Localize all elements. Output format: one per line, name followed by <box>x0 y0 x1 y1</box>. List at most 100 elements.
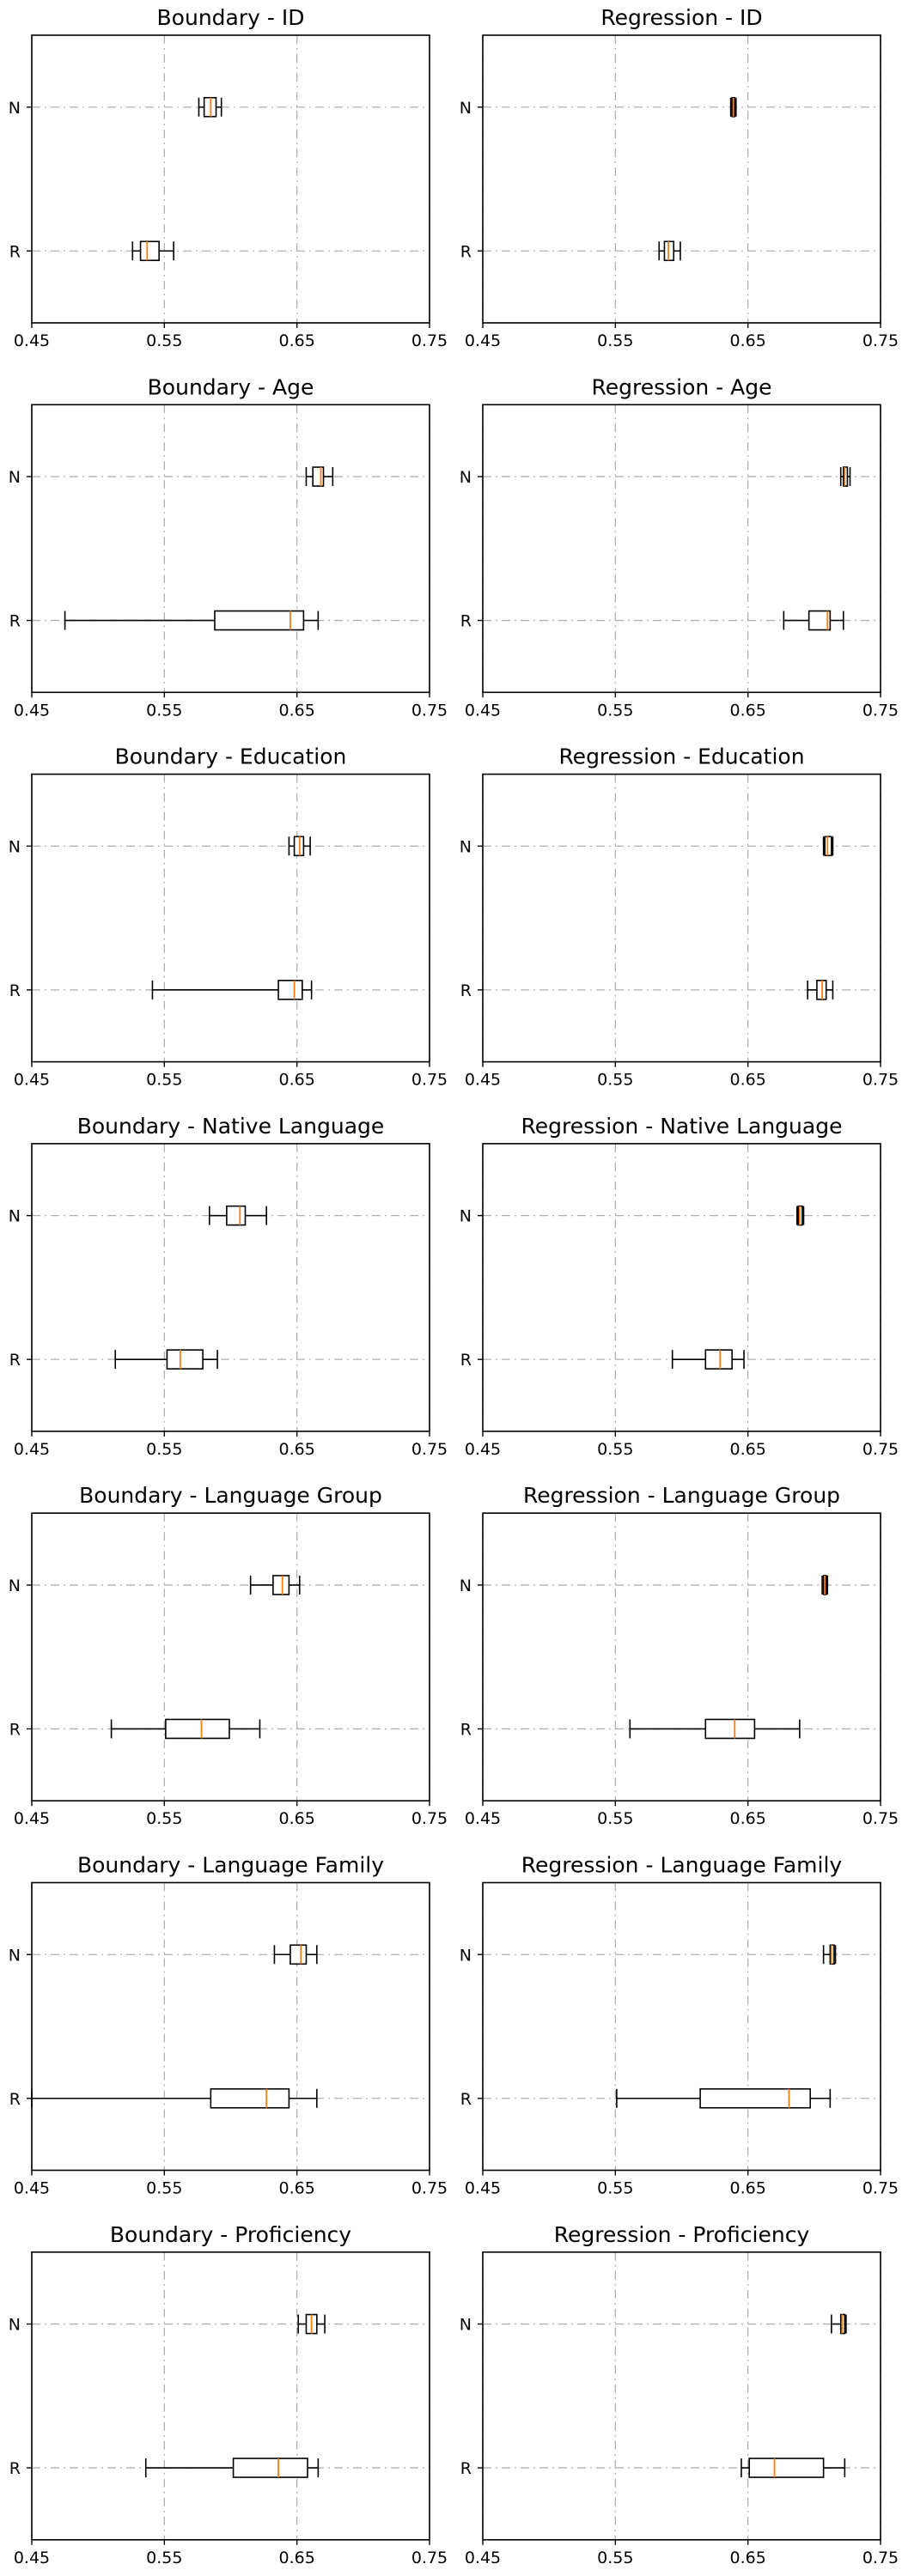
chart-title: Regression - Education <box>558 744 804 769</box>
x-tick-label: 0.45 <box>14 701 50 720</box>
x-tick-label: 0.75 <box>411 2549 448 2567</box>
x-tick-label: 0.65 <box>730 1440 766 1459</box>
iqr-box <box>704 1349 733 1370</box>
x-tick-label: 0.75 <box>862 2179 899 2198</box>
y-tick-label: R <box>9 612 21 631</box>
chart-title: Boundary - Age <box>148 374 314 399</box>
chart-panel: Boundary - Language Group 0.45 0.55 0.65 0.7… <box>9 1483 448 1828</box>
x-tick-label: 0.45 <box>14 1440 50 1459</box>
y-tick-label: R <box>9 1720 21 1739</box>
axes-frame <box>31 34 430 324</box>
y-tick-label: R <box>9 242 21 261</box>
x-tick-label: 0.55 <box>597 1809 633 1828</box>
chart-panel: Regression - Age 0.45 0.55 0.65 0.75 N R <box>460 374 899 720</box>
y-tick-label: N <box>460 1207 472 1226</box>
axes-frame <box>482 773 881 1063</box>
axes-frame <box>31 404 430 694</box>
axes-frame <box>482 1512 881 1801</box>
y-tick-label: R <box>9 2459 21 2478</box>
x-tick-label: 0.55 <box>597 1440 633 1459</box>
x-tick-label: 0.75 <box>862 1440 899 1459</box>
iqr-box <box>272 1575 290 1595</box>
iqr-box <box>312 466 325 487</box>
box-n <box>822 835 834 857</box>
axes-frame <box>31 1881 430 2172</box>
y-tick-label: N <box>9 99 21 118</box>
axes-frame <box>31 1512 430 1801</box>
y-tick-label: N <box>460 837 472 856</box>
iqr-box <box>165 1718 230 1740</box>
box-n <box>288 835 311 857</box>
y-tick-label: N <box>9 468 21 487</box>
iqr-box <box>808 610 832 631</box>
x-tick-label: 0.65 <box>279 701 315 720</box>
iqr-box <box>232 2458 308 2478</box>
iqr-box <box>277 980 303 1000</box>
x-tick-label: 0.45 <box>14 331 50 350</box>
axes-frame <box>482 1143 881 1432</box>
y-tick-label: N <box>460 1946 472 1965</box>
x-tick-label: 0.65 <box>730 1809 766 1828</box>
chart-panel: Regression - Education 0.45 0.55 0.65 0.75 N R <box>460 744 899 1090</box>
y-tick-label: R <box>460 1351 472 1370</box>
x-tick-label: 0.65 <box>730 701 766 720</box>
box-n <box>795 1205 805 1226</box>
x-tick-label: 0.75 <box>862 1071 899 1090</box>
box-n <box>305 466 334 487</box>
x-tick-label: 0.65 <box>730 2549 766 2567</box>
x-tick-label: 0.65 <box>279 2549 315 2567</box>
iqr-box <box>748 2458 825 2478</box>
y-tick-label: R <box>460 2090 472 2109</box>
x-tick-label: 0.55 <box>146 1809 182 1828</box>
chart-title: Regression - Native Language <box>521 1114 843 1139</box>
chart-panel: Regression - Language Group 0.45 0.55 0.65 0… <box>460 1483 899 1828</box>
y-tick-label: N <box>460 2316 472 2335</box>
chart-panel: Regression - Native Language 0.45 0.55 0.65… <box>460 1114 899 1459</box>
x-tick-label: 0.55 <box>597 1071 633 1090</box>
chart-title: Regression - Proficiency <box>554 2222 810 2247</box>
x-tick-label: 0.65 <box>279 1071 315 1090</box>
chart-title: Regression - Age <box>591 374 771 399</box>
iqr-box <box>704 1718 756 1740</box>
y-tick-label: R <box>460 1720 472 1739</box>
iqr-box <box>139 240 160 262</box>
chart-title: Regression - Language Family <box>521 1853 843 1878</box>
axes-frame <box>31 1143 430 1432</box>
axes-frame <box>482 404 881 694</box>
x-tick-label: 0.45 <box>465 1809 501 1828</box>
y-tick-label: N <box>9 2316 21 2335</box>
x-tick-label: 0.55 <box>597 2549 633 2567</box>
x-tick-label: 0.55 <box>597 701 633 720</box>
chart-panel: Regression - Proficiency 0.45 0.55 0.65 0.75… <box>460 2222 899 2567</box>
y-tick-label: N <box>460 99 472 118</box>
box-n <box>249 1575 301 1595</box>
iqr-box <box>214 610 305 631</box>
chart-panel: Boundary - ID 0.45 0.55 0.65 0.75 N R <box>9 5 448 350</box>
box-r <box>151 980 313 1000</box>
chart-title: Boundary - Native Language <box>77 1114 385 1139</box>
y-tick-label: R <box>460 612 472 631</box>
axes-frame <box>31 2251 430 2541</box>
x-tick-label: 0.75 <box>862 1809 899 1828</box>
chart-title: Regression - ID <box>600 5 762 30</box>
box-n <box>821 1575 829 1595</box>
x-tick-label: 0.45 <box>465 701 501 720</box>
y-tick-label: R <box>9 2090 21 2109</box>
axes-frame <box>482 34 881 324</box>
y-tick-label: R <box>460 2459 472 2478</box>
x-tick-label: 0.55 <box>146 2179 182 2198</box>
x-tick-label: 0.45 <box>14 2549 50 2567</box>
y-tick-label: N <box>9 1946 21 1965</box>
x-tick-label: 0.45 <box>14 1809 50 1828</box>
chart-title: Boundary - ID <box>157 5 305 30</box>
box-n <box>839 466 851 487</box>
chart-panel: Regression - ID 0.45 0.55 0.65 0.75 N R <box>460 5 899 350</box>
x-tick-label: 0.45 <box>465 2179 501 2198</box>
box-n <box>297 2313 326 2335</box>
x-tick-label: 0.65 <box>279 1440 315 1459</box>
box-r <box>671 1349 745 1370</box>
x-tick-label: 0.55 <box>146 701 182 720</box>
x-tick-label: 0.75 <box>411 331 448 350</box>
y-tick-label: R <box>460 981 472 1000</box>
y-tick-label: R <box>9 981 21 1000</box>
